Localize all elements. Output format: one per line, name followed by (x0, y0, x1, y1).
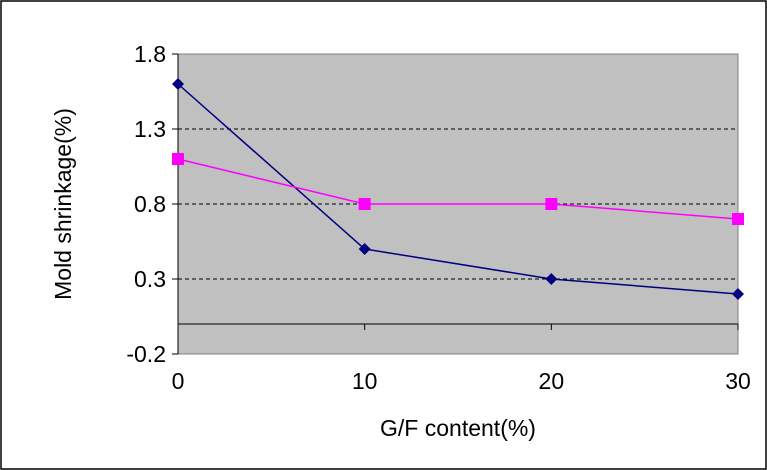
series-lines (177, 83, 739, 295)
series-0-line (177, 83, 739, 295)
series-1-point-2 (545, 198, 558, 210)
axes (172, 53, 739, 355)
y-tick-label-3: 1.3 (134, 116, 166, 142)
x-axis-title: G/F content(%) (380, 415, 536, 441)
x-tick-label-2: 20 (539, 368, 565, 394)
series-0-point-0 (172, 78, 184, 90)
x-tick-labels: 0 10 20 30 (172, 368, 751, 394)
series-1-point-3 (732, 213, 744, 225)
series-1-point-1 (358, 198, 371, 210)
x-tick-label-1: 10 (352, 368, 378, 394)
y-tick-label-0: -0.2 (126, 341, 166, 367)
x-tick-label-0: 0 (172, 368, 185, 394)
series-markers (172, 78, 744, 300)
y-axis-title: Mold shrinkage(%) (50, 108, 76, 300)
y-tick-label-2: 0.8 (134, 191, 166, 217)
series-0-point-3 (732, 288, 744, 300)
series-1-line (177, 158, 739, 220)
y-tick-labels: -0.2 0.3 0.8 1.3 1.8 (126, 41, 166, 367)
x-tick-label-3: 30 (725, 368, 751, 394)
series-1-point-0 (172, 153, 184, 165)
y-tick-label-1: 0.3 (134, 266, 166, 292)
y-tick-label-4: 1.8 (134, 41, 166, 67)
series-0-point-1 (358, 243, 371, 255)
series-0-point-2 (545, 273, 558, 285)
